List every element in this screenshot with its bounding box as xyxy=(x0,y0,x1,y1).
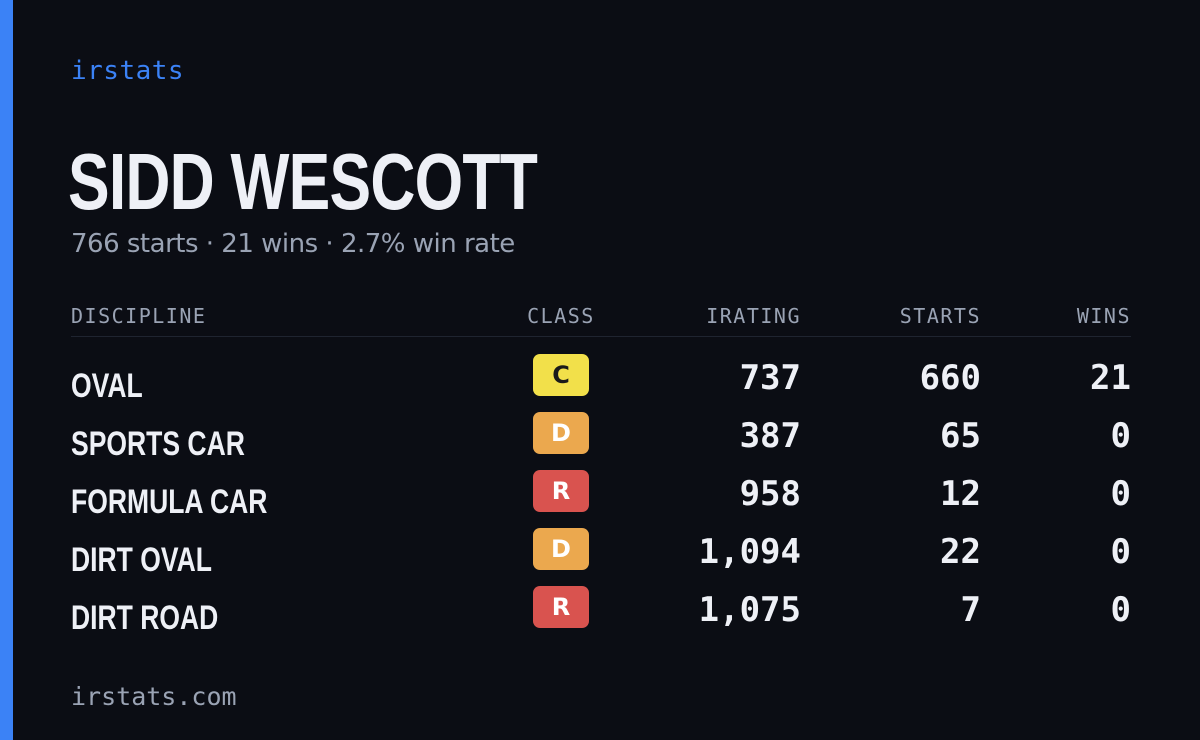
class-badge: R xyxy=(533,470,589,512)
wins-cell: 0 xyxy=(1110,474,1131,514)
starts-cell: 65 xyxy=(940,416,981,456)
table-row: OVAL C 737 660 21 xyxy=(71,337,1131,408)
discipline-cell: FORMULA CAR xyxy=(71,465,491,523)
irating-cell: 1,094 xyxy=(698,532,801,572)
class-badge: D xyxy=(533,528,589,570)
discipline-label: DIRT ROAD xyxy=(71,599,219,637)
wins-cell: 21 xyxy=(1090,358,1131,398)
wins-cell: 0 xyxy=(1110,532,1131,572)
starts-cell: 22 xyxy=(940,532,981,572)
class-cell: R xyxy=(491,465,631,523)
table-row: DIRT ROAD R 1,075 7 0 xyxy=(71,581,1131,639)
header-wins: WINS xyxy=(981,296,1131,337)
class-cell: D xyxy=(491,407,631,465)
class-cell: C xyxy=(491,337,631,408)
starts-cell: 7 xyxy=(960,590,981,630)
brand-logo[interactable]: irstats xyxy=(71,56,185,86)
irating-cell: 737 xyxy=(739,358,801,398)
wins-cell: 0 xyxy=(1110,590,1131,630)
discipline-cell: DIRT OVAL xyxy=(71,523,491,581)
irating-cell: 387 xyxy=(739,416,801,456)
driver-summary: 766 starts · 21 wins · 2.7% win rate xyxy=(71,229,515,259)
discipline-cell: OVAL xyxy=(71,337,491,408)
table-row: DIRT OVAL D 1,094 22 0 xyxy=(71,523,1131,581)
starts-cell: 660 xyxy=(919,358,981,398)
discipline-label: DIRT OVAL xyxy=(71,541,212,579)
header-irating: IRATING xyxy=(631,296,801,337)
header-class: CLASS xyxy=(491,296,631,337)
class-cell: R xyxy=(491,581,631,639)
table-header-row: DISCIPLINE CLASS IRATING STARTS WINS xyxy=(71,296,1131,337)
irating-cell: 1,075 xyxy=(698,590,801,630)
discipline-label: OVAL xyxy=(71,367,143,405)
table-row: SPORTS CAR D 387 65 0 xyxy=(71,407,1131,465)
class-badge: C xyxy=(533,354,589,396)
starts-cell: 12 xyxy=(940,474,981,514)
stats-table: DISCIPLINE CLASS IRATING STARTS WINS OVA… xyxy=(71,296,1131,639)
discipline-label: FORMULA CAR xyxy=(71,483,268,521)
table-row: FORMULA CAR R 958 12 0 xyxy=(71,465,1131,523)
irating-cell: 958 xyxy=(739,474,801,514)
driver-name: SIDD WESCOTT xyxy=(68,137,538,226)
wins-cell: 0 xyxy=(1110,416,1131,456)
header-discipline: DISCIPLINE xyxy=(71,296,491,337)
footer-url[interactable]: irstats.com xyxy=(71,682,237,711)
class-badge: D xyxy=(533,412,589,454)
accent-bar xyxy=(0,0,13,740)
discipline-label: SPORTS CAR xyxy=(71,425,245,463)
discipline-cell: DIRT ROAD xyxy=(71,581,491,639)
class-badge: R xyxy=(533,586,589,628)
class-cell: D xyxy=(491,523,631,581)
discipline-cell: SPORTS CAR xyxy=(71,407,491,465)
header-starts: STARTS xyxy=(801,296,981,337)
